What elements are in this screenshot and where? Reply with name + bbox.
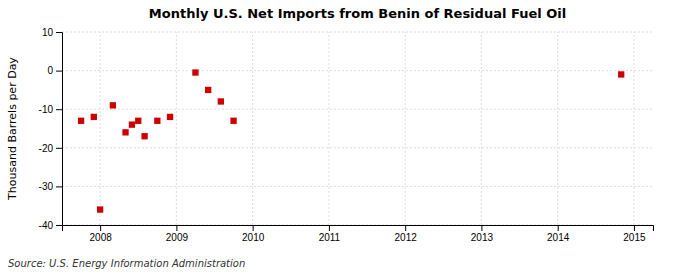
x-tick-mark — [329, 225, 330, 231]
x-tick-label: 2015 — [623, 232, 646, 243]
x-tick: 2015 — [623, 225, 646, 243]
y-tick-label: -10 — [39, 104, 54, 115]
y-tick-mark — [56, 32, 62, 33]
y-tick-mark — [56, 109, 62, 110]
point — [129, 121, 135, 127]
grid-line-x — [176, 32, 177, 225]
point — [141, 133, 147, 139]
y-tick-label: 0 — [47, 65, 53, 76]
x-tick-mark — [634, 225, 635, 231]
point — [230, 118, 236, 124]
x-tick: 2012 — [395, 225, 418, 243]
chart: 2008 2009 2010 2011 2012 2013 2014 2015 10 0 -10 -2… — [0, 0, 675, 275]
source-note: Source: U.S. Energy Information Administ… — [8, 258, 245, 269]
y-tick: -40 — [39, 220, 62, 231]
point — [135, 118, 141, 124]
x-tick: 2008 — [90, 225, 113, 243]
y-axis-line — [56, 33, 63, 226]
x-axis: 2008 2009 2010 2011 2012 2013 2014 2015 — [63, 225, 654, 243]
point — [110, 102, 116, 108]
x-tick-label: 2009 — [166, 232, 189, 243]
point — [97, 206, 103, 212]
y-tick-mark — [56, 225, 62, 226]
x-axis-line — [63, 226, 654, 232]
point — [167, 114, 173, 120]
grid-line-x — [481, 32, 482, 225]
y-axis: 10 0 -10 -20 -30 -40 — [39, 27, 63, 231]
x-tick: 2009 — [166, 225, 189, 243]
x-tick: 2011 — [319, 225, 341, 243]
grid-line-y — [62, 32, 653, 33]
y-tick-label: 10 — [42, 27, 54, 38]
y-tick-label: -40 — [39, 220, 54, 231]
y-tick-mark — [56, 71, 62, 72]
grid-line-x — [405, 32, 406, 225]
y-tick: 0 — [47, 65, 62, 76]
x-tick-label: 2012 — [395, 232, 418, 243]
y-tick: -10 — [39, 104, 62, 115]
x-tick-label: 2014 — [547, 232, 570, 243]
x-tick: 2014 — [547, 225, 570, 243]
point — [122, 129, 128, 135]
grid-line-x — [328, 32, 329, 225]
y-tick: 10 — [42, 27, 62, 38]
x-tick: 2010 — [242, 225, 265, 243]
point — [91, 114, 97, 120]
grid-line-y — [62, 186, 653, 187]
x-tick: 2013 — [471, 225, 494, 243]
x-tick-mark — [253, 225, 254, 231]
point — [154, 118, 160, 124]
x-tick-mark — [100, 225, 101, 231]
x-tick-mark — [558, 225, 559, 231]
y-tick-label: -20 — [39, 143, 54, 154]
y-tick-mark — [56, 186, 62, 187]
y-tick-mark — [56, 148, 62, 149]
x-tick-label: 2010 — [242, 232, 265, 243]
x-tick-label: 2008 — [90, 232, 113, 243]
grid-line-y — [62, 147, 653, 148]
x-tick-mark — [405, 225, 406, 231]
point — [78, 118, 84, 124]
grid-line-x — [252, 32, 253, 225]
grid-line-x — [100, 32, 101, 225]
grid-line-x — [633, 32, 634, 225]
x-tick-mark — [176, 225, 177, 231]
title: Monthly U.S. Net Imports from Benin of R… — [149, 6, 566, 21]
x-tick-label: 2013 — [471, 232, 494, 243]
grid-line-y — [62, 109, 653, 110]
grid-line-x — [557, 32, 558, 225]
y-tick: -20 — [39, 143, 62, 154]
point — [218, 98, 224, 104]
points — [78, 69, 624, 212]
point — [205, 87, 211, 93]
grid — [62, 32, 653, 225]
y-axis-title: Thousand Barrels per Day — [6, 57, 19, 201]
point — [192, 69, 198, 75]
y-tick-label: -30 — [39, 181, 54, 192]
point — [618, 71, 624, 77]
x-tick-mark — [481, 225, 482, 231]
x-tick-label: 2011 — [319, 232, 341, 243]
grid-line-y — [62, 70, 653, 71]
y-tick: -30 — [39, 181, 62, 192]
